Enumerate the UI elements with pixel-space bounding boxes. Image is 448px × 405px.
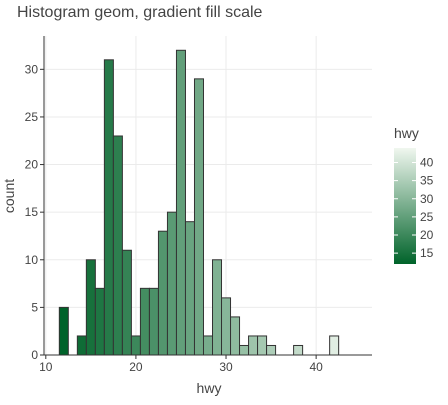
y-tick-label: 25: [25, 110, 39, 124]
legend-gradient-bar: [394, 148, 416, 264]
legend-tick-label: 30: [420, 192, 434, 206]
histogram-bar: [76, 335, 87, 356]
histogram-bar: [230, 316, 241, 356]
histogram-bar: [266, 344, 277, 356]
y-tick-label: 0: [31, 348, 38, 362]
histogram-bar: [85, 259, 96, 356]
histogram-bar: [257, 335, 268, 356]
y-tick-label: 5: [31, 300, 38, 314]
histogram-bar: [130, 335, 141, 356]
y-axis-label: count: [1, 179, 17, 213]
histogram-bar: [248, 335, 259, 356]
legend-tick-label: 25: [420, 210, 434, 224]
y-tick-label: 10: [25, 253, 39, 267]
x-tick-label: 40: [309, 360, 323, 374]
histogram-bar: [148, 287, 159, 356]
histogram-bar: [157, 230, 168, 356]
legend-title: hwy: [394, 125, 419, 141]
histogram-bar: [112, 135, 123, 356]
legend-tick-label: 20: [420, 228, 434, 242]
x-tick-label: 10: [39, 360, 53, 374]
histogram-bar: [329, 335, 340, 356]
histogram-bar: [221, 297, 232, 356]
legend-tick-label: 15: [420, 246, 434, 260]
histogram-bar: [184, 221, 195, 356]
axes: 10 20 30 40 0 5 10 15 20 25 30: [25, 36, 372, 374]
histogram-bar: [58, 306, 69, 356]
histogram-bars: [58, 49, 340, 356]
legend-tick-label: 40: [420, 156, 434, 170]
histogram-bar: [166, 211, 177, 356]
histogram-bar: [202, 335, 214, 356]
x-axis-label: hwy: [197, 380, 222, 396]
legend-ticks: 15 20 25 30 35 40: [394, 156, 434, 260]
y-tick-label: 30: [25, 62, 39, 76]
y-tick-label: 15: [25, 205, 39, 219]
histogram-bar: [139, 287, 150, 356]
chart-title: Histogram geom, gradient fill scale: [17, 4, 263, 21]
histogram-bar: [94, 287, 105, 356]
legend-colorbar: [394, 148, 416, 264]
histogram-bar: [175, 49, 186, 356]
x-tick-label: 20: [129, 360, 143, 374]
histogram-bar: [293, 344, 304, 356]
legend-tick-label: 35: [420, 174, 434, 188]
histogram-bar: [239, 344, 250, 356]
histogram-bar: [212, 259, 223, 356]
y-tick-label: 20: [25, 158, 39, 172]
x-tick-label: 30: [219, 360, 233, 374]
histogram-bar: [121, 249, 132, 356]
legend: hwy 15 20 25 30 35 40: [394, 125, 434, 264]
histogram-bar: [103, 59, 114, 356]
histogram-bar: [193, 78, 204, 356]
